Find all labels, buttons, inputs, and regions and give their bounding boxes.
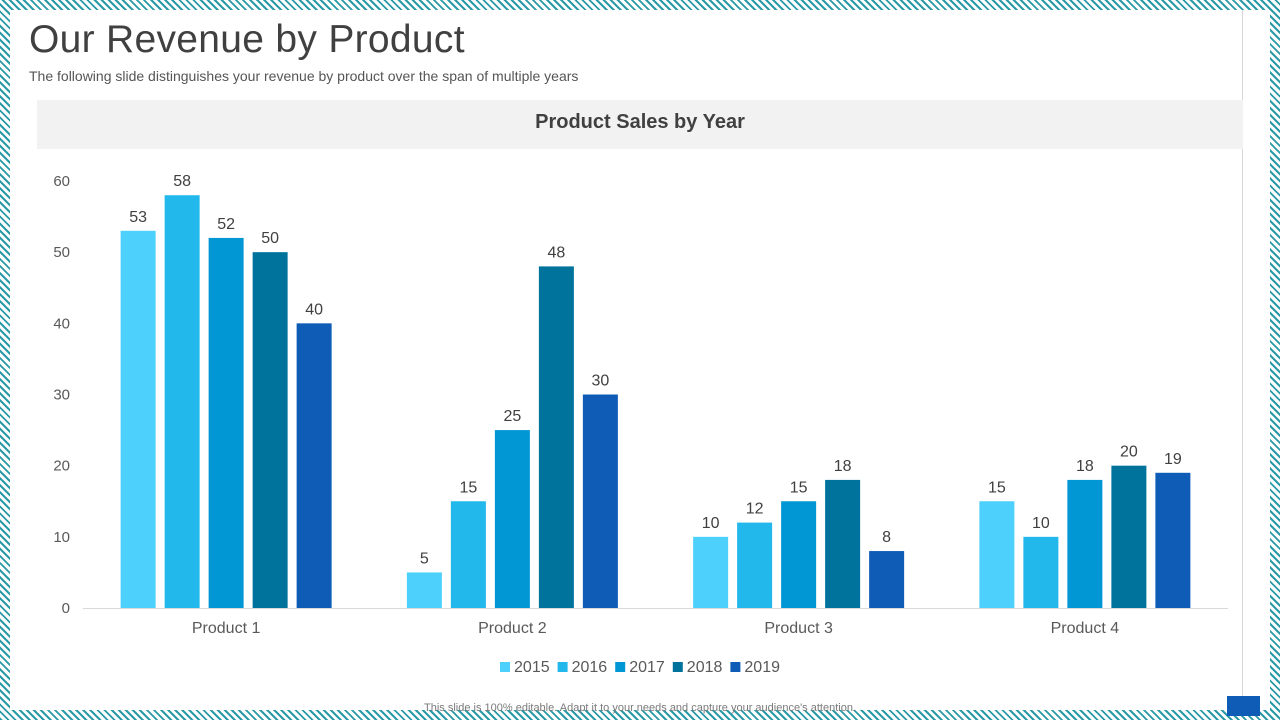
x-category-label: Product 3	[764, 620, 833, 637]
data-label: 58	[173, 173, 191, 190]
corner-accent-box	[1227, 696, 1260, 716]
legend-label: 2015	[514, 659, 550, 676]
bar-2019	[1155, 472, 1191, 608]
footer-note: This slide is 100% editable. Adapt it to…	[424, 702, 856, 714]
right-divider	[1242, 10, 1243, 710]
bar-2016	[1023, 536, 1059, 608]
legend-swatch-2018	[672, 662, 683, 672]
x-category-label: Product 2	[478, 620, 547, 637]
y-tick-label: 60	[53, 173, 70, 190]
bar-2018	[252, 252, 288, 608]
legend-label: 2018	[687, 659, 723, 676]
data-label: 12	[746, 501, 764, 518]
bar-2015	[979, 501, 1015, 608]
legend-swatch-2015	[500, 662, 511, 672]
slide-title: Our Revenue by Product	[29, 18, 465, 61]
y-tick-label: 0	[62, 600, 70, 617]
bar-2016	[164, 195, 200, 608]
data-label: 53	[129, 209, 147, 226]
legend-swatch-2019	[730, 662, 741, 672]
data-label: 18	[834, 458, 852, 475]
legend-label: 2016	[572, 659, 608, 676]
data-label: 25	[503, 408, 521, 425]
slide-subtitle: The following slide distinguishes your r…	[29, 68, 579, 84]
bar-2016	[737, 522, 773, 608]
x-category-label: Product 1	[192, 620, 261, 637]
chart-header-band: Product Sales by Year	[37, 100, 1243, 149]
bar-2018	[825, 479, 861, 608]
slide: Our Revenue by Product The following sli…	[10, 10, 1270, 716]
data-label: 15	[459, 479, 477, 496]
data-label: 8	[882, 529, 891, 546]
bar-2017	[494, 430, 530, 608]
legend-label: 2019	[744, 659, 780, 676]
data-label: 20	[1120, 444, 1138, 461]
bar-2015	[120, 230, 156, 609]
y-tick-label: 20	[53, 458, 70, 475]
data-label: 50	[261, 230, 279, 247]
bar-2015	[693, 536, 729, 608]
legend-swatch-2016	[557, 662, 568, 672]
data-label: 48	[547, 244, 565, 261]
data-label: 52	[217, 216, 235, 233]
bar-2017	[208, 237, 244, 608]
data-label: 30	[591, 373, 609, 390]
bar-2018	[1111, 465, 1147, 608]
bar-2015	[406, 572, 442, 608]
data-label: 10	[1032, 515, 1050, 532]
y-tick-label: 50	[53, 244, 70, 261]
bar-2017	[781, 501, 817, 608]
y-tick-label: 40	[53, 315, 70, 332]
legend-swatch-2017	[615, 662, 626, 672]
data-label: 19	[1164, 451, 1182, 468]
data-label: 18	[1076, 458, 1094, 475]
bar-2019	[869, 551, 905, 608]
bar-chart: 0 10 20 30 40 50 60 53 58 52 50 40 Product 1 5 15 25 48 3…	[53, 173, 1228, 676]
data-label: 10	[702, 515, 720, 532]
data-label: 15	[988, 479, 1006, 496]
data-label: 5	[420, 550, 429, 567]
data-label: 40	[305, 301, 323, 318]
y-tick-label: 30	[53, 387, 70, 404]
legend-label: 2017	[629, 659, 665, 676]
bar-2016	[450, 501, 486, 608]
bar-2019	[582, 394, 618, 608]
bar-2018	[538, 266, 574, 608]
x-category-label: Product 4	[1051, 620, 1120, 637]
data-label: 15	[790, 479, 808, 496]
bar-2019	[296, 323, 332, 608]
bar-2017	[1067, 479, 1103, 608]
chart-title: Product Sales by Year	[535, 111, 745, 133]
y-tick-label: 10	[53, 529, 70, 546]
